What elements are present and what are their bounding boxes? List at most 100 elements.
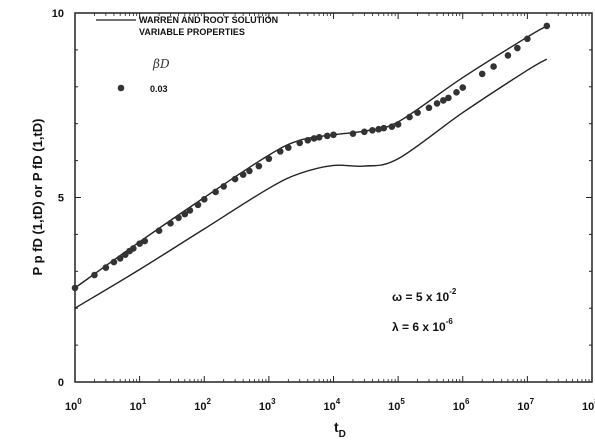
data-point	[200, 196, 208, 203]
omega-annotation: ω = 5 x 10-2	[392, 287, 457, 304]
data-point	[453, 89, 460, 96]
data-point	[433, 100, 441, 107]
x-tick-label: 107	[517, 397, 534, 413]
data-point	[136, 240, 143, 247]
data-point	[116, 255, 124, 262]
data-point	[425, 104, 433, 112]
data-point	[439, 97, 447, 104]
y-axis-label: P p fD (1,tD) or P fD (1,tD)	[30, 119, 45, 276]
y-tick-labels: 0 5 10	[52, 8, 64, 389]
x-tick-exponent: 4	[336, 397, 341, 406]
parameter-annotations: ω = 5 x 10-2 λ = 6 x 10-6	[392, 287, 457, 334]
series-line-warren-and-root-solution	[74, 58, 548, 309]
legend-marker-label: 0.03	[150, 84, 168, 94]
data-point	[276, 148, 284, 155]
series-layer	[71, 22, 551, 309]
data-point	[349, 130, 357, 137]
data-point	[375, 125, 382, 133]
data-point	[102, 264, 110, 271]
x-tick-label: 103	[259, 397, 276, 413]
x-axis-label-main: t	[334, 419, 339, 435]
data-point	[212, 188, 219, 196]
x-tick-label: 101	[130, 397, 147, 413]
data-point	[239, 171, 247, 178]
lambda-text: λ = 6 x 10	[392, 320, 446, 334]
x-tick-base: 10	[194, 401, 206, 413]
data-point	[110, 258, 118, 266]
x-tick-exponent: 7	[530, 397, 535, 406]
x-tick-exponent: 5	[400, 397, 405, 406]
data-point	[369, 127, 376, 134]
data-point	[71, 284, 79, 292]
x-tick-exponent: 3	[271, 397, 276, 406]
data-point	[186, 207, 194, 214]
data-point	[141, 237, 149, 245]
y-tick-label: 10	[52, 8, 64, 20]
omega-exponent: -2	[449, 287, 457, 296]
data-point	[414, 109, 421, 116]
x-tick-exponent: 1	[142, 397, 147, 406]
x-tick-exponent: 0	[77, 397, 82, 406]
x-tick-base: 10	[259, 401, 271, 413]
data-point	[459, 84, 467, 91]
data-point	[478, 70, 486, 78]
data-point	[175, 214, 182, 222]
x-tick-base: 10	[130, 401, 142, 413]
x-tick-label: 105	[388, 397, 405, 413]
data-point	[361, 128, 368, 136]
data-point	[445, 94, 452, 102]
data-point	[323, 132, 331, 140]
data-point	[246, 167, 253, 175]
x-tick-base: 10	[388, 401, 400, 413]
tick-marks	[74, 12, 593, 383]
x-tick-base: 10	[324, 401, 336, 413]
data-point	[504, 52, 512, 59]
legend: WARREN AND ROOT SOLUTION VARIABLE PROPER…	[96, 15, 278, 94]
x-tick-label: 106	[453, 397, 470, 413]
data-point	[231, 175, 239, 183]
data-point	[194, 201, 202, 209]
x-axis-label-sub: D	[339, 429, 346, 440]
data-point	[304, 137, 312, 144]
y-tick-label: 5	[58, 193, 64, 205]
data-point	[255, 162, 263, 170]
data-point	[265, 155, 273, 163]
x-tick-exponent: 2	[207, 397, 212, 406]
lambda-annotation: λ = 6 x 10-6	[392, 317, 453, 334]
data-point	[524, 35, 531, 43]
data-point	[310, 135, 318, 142]
x-tick-label: 100	[65, 397, 82, 413]
legend-label-warren-root: WARREN AND ROOT SOLUTION	[139, 15, 278, 25]
data-point	[220, 183, 228, 190]
data-point	[330, 131, 337, 139]
x-tick-label: 104	[324, 397, 341, 413]
legend-param-symbol: βD	[152, 57, 170, 71]
data-point	[296, 139, 304, 147]
data-point	[121, 251, 129, 258]
lambda-exponent: -6	[446, 317, 454, 326]
x-tick-base: 10	[453, 401, 465, 413]
data-point	[315, 134, 323, 141]
series-line-variable-properties	[74, 25, 548, 289]
data-point	[167, 220, 174, 227]
x-tick-exponent: 6	[465, 397, 470, 406]
data-point	[380, 124, 388, 132]
data-point	[394, 121, 402, 128]
data-point	[155, 227, 163, 235]
data-point	[514, 44, 521, 52]
x-tick-base: 10	[65, 401, 77, 413]
data-point	[130, 245, 137, 252]
legend-label-variable-properties: VARIABLE PROPERTIES	[139, 27, 245, 37]
data-point	[91, 271, 98, 279]
x-axis-label: tD	[334, 419, 346, 440]
x-tick-labels: 100101102103104105106107108	[65, 397, 595, 413]
x-tick-base: 10	[517, 401, 529, 413]
data-point	[490, 63, 497, 70]
data-point	[181, 210, 189, 218]
data-point	[543, 22, 551, 30]
data-point	[388, 123, 396, 130]
x-tick-base: 10	[582, 401, 594, 413]
omega-text: ω = 5 x 10	[392, 290, 450, 304]
x-tick-label: 108	[582, 397, 595, 413]
